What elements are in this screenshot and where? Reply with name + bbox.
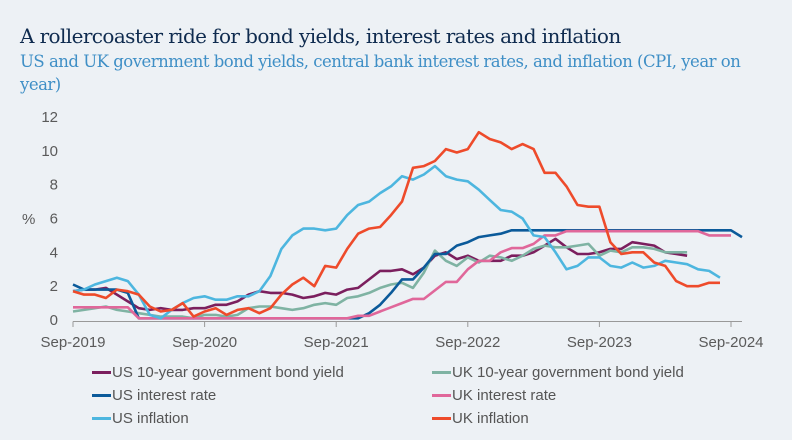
x-tick-label: Sep-2023: [567, 334, 632, 351]
legend-swatch: [92, 417, 111, 420]
legend-swatch: [432, 394, 451, 397]
legend-item: US interest rate: [92, 386, 432, 405]
y-tick-label: 12: [41, 109, 58, 126]
legend-item: UK 10-year government bond yield: [432, 363, 772, 382]
series-line-us-10-year-government-bond-yield: [72, 237, 688, 312]
legend-item: US inflation: [92, 409, 432, 428]
legend-item: UK inflation: [432, 409, 772, 428]
x-tick-label: Sep-2024: [698, 334, 763, 351]
legend: US 10-year government bond yield UK 10-ye…: [92, 363, 772, 428]
x-tick-label: Sep-2021: [304, 334, 369, 351]
y-axis-label: %: [22, 211, 35, 228]
legend-label: US 10-year government bond yield: [112, 364, 344, 381]
legend-item: UK interest rate: [432, 386, 772, 405]
y-axis-ticks: 0 2 4 6 8 10 12: [41, 109, 58, 329]
legend-swatch: [92, 394, 111, 397]
series-line-us-inflation: [72, 164, 721, 320]
series-line-uk-inflation: [72, 130, 720, 318]
chart-subtitle: US and UK government bond yields, centra…: [20, 52, 741, 94]
x-tick-label: Sep-2022: [435, 334, 500, 351]
legend-item: US 10-year government bond yield: [92, 363, 432, 382]
series-line-uk-interest-rate: [73, 229, 731, 320]
y-tick-label: 4: [50, 244, 58, 261]
legend-label: US inflation: [112, 410, 189, 427]
series-lines: [72, 130, 743, 320]
legend-swatch: [432, 371, 451, 374]
chart-title: A rollercoaster ride for bond yields, in…: [20, 24, 621, 48]
x-tick-label: Sep-2019: [40, 334, 105, 351]
x-tick-label: Sep-2020: [172, 334, 237, 351]
legend-label: UK 10-year government bond yield: [452, 364, 684, 381]
series-line-uk-10-year-government-bond-yield: [72, 242, 688, 320]
y-tick-label: 10: [41, 143, 58, 160]
legend-swatch: [432, 417, 451, 420]
legend-label: UK interest rate: [452, 387, 557, 404]
legend-label: US interest rate: [112, 387, 217, 404]
legend-label: UK inflation: [452, 410, 529, 427]
legend-swatch: [92, 371, 111, 374]
y-tick-label: 8: [50, 177, 58, 194]
y-tick-label: 0: [50, 312, 58, 329]
x-axis: Sep-2019 Sep-2020 Sep-2021 Sep-2022 Sep-2023…: [40, 321, 764, 351]
y-tick-label: 6: [50, 211, 58, 228]
y-tick-label: 2: [50, 278, 58, 295]
